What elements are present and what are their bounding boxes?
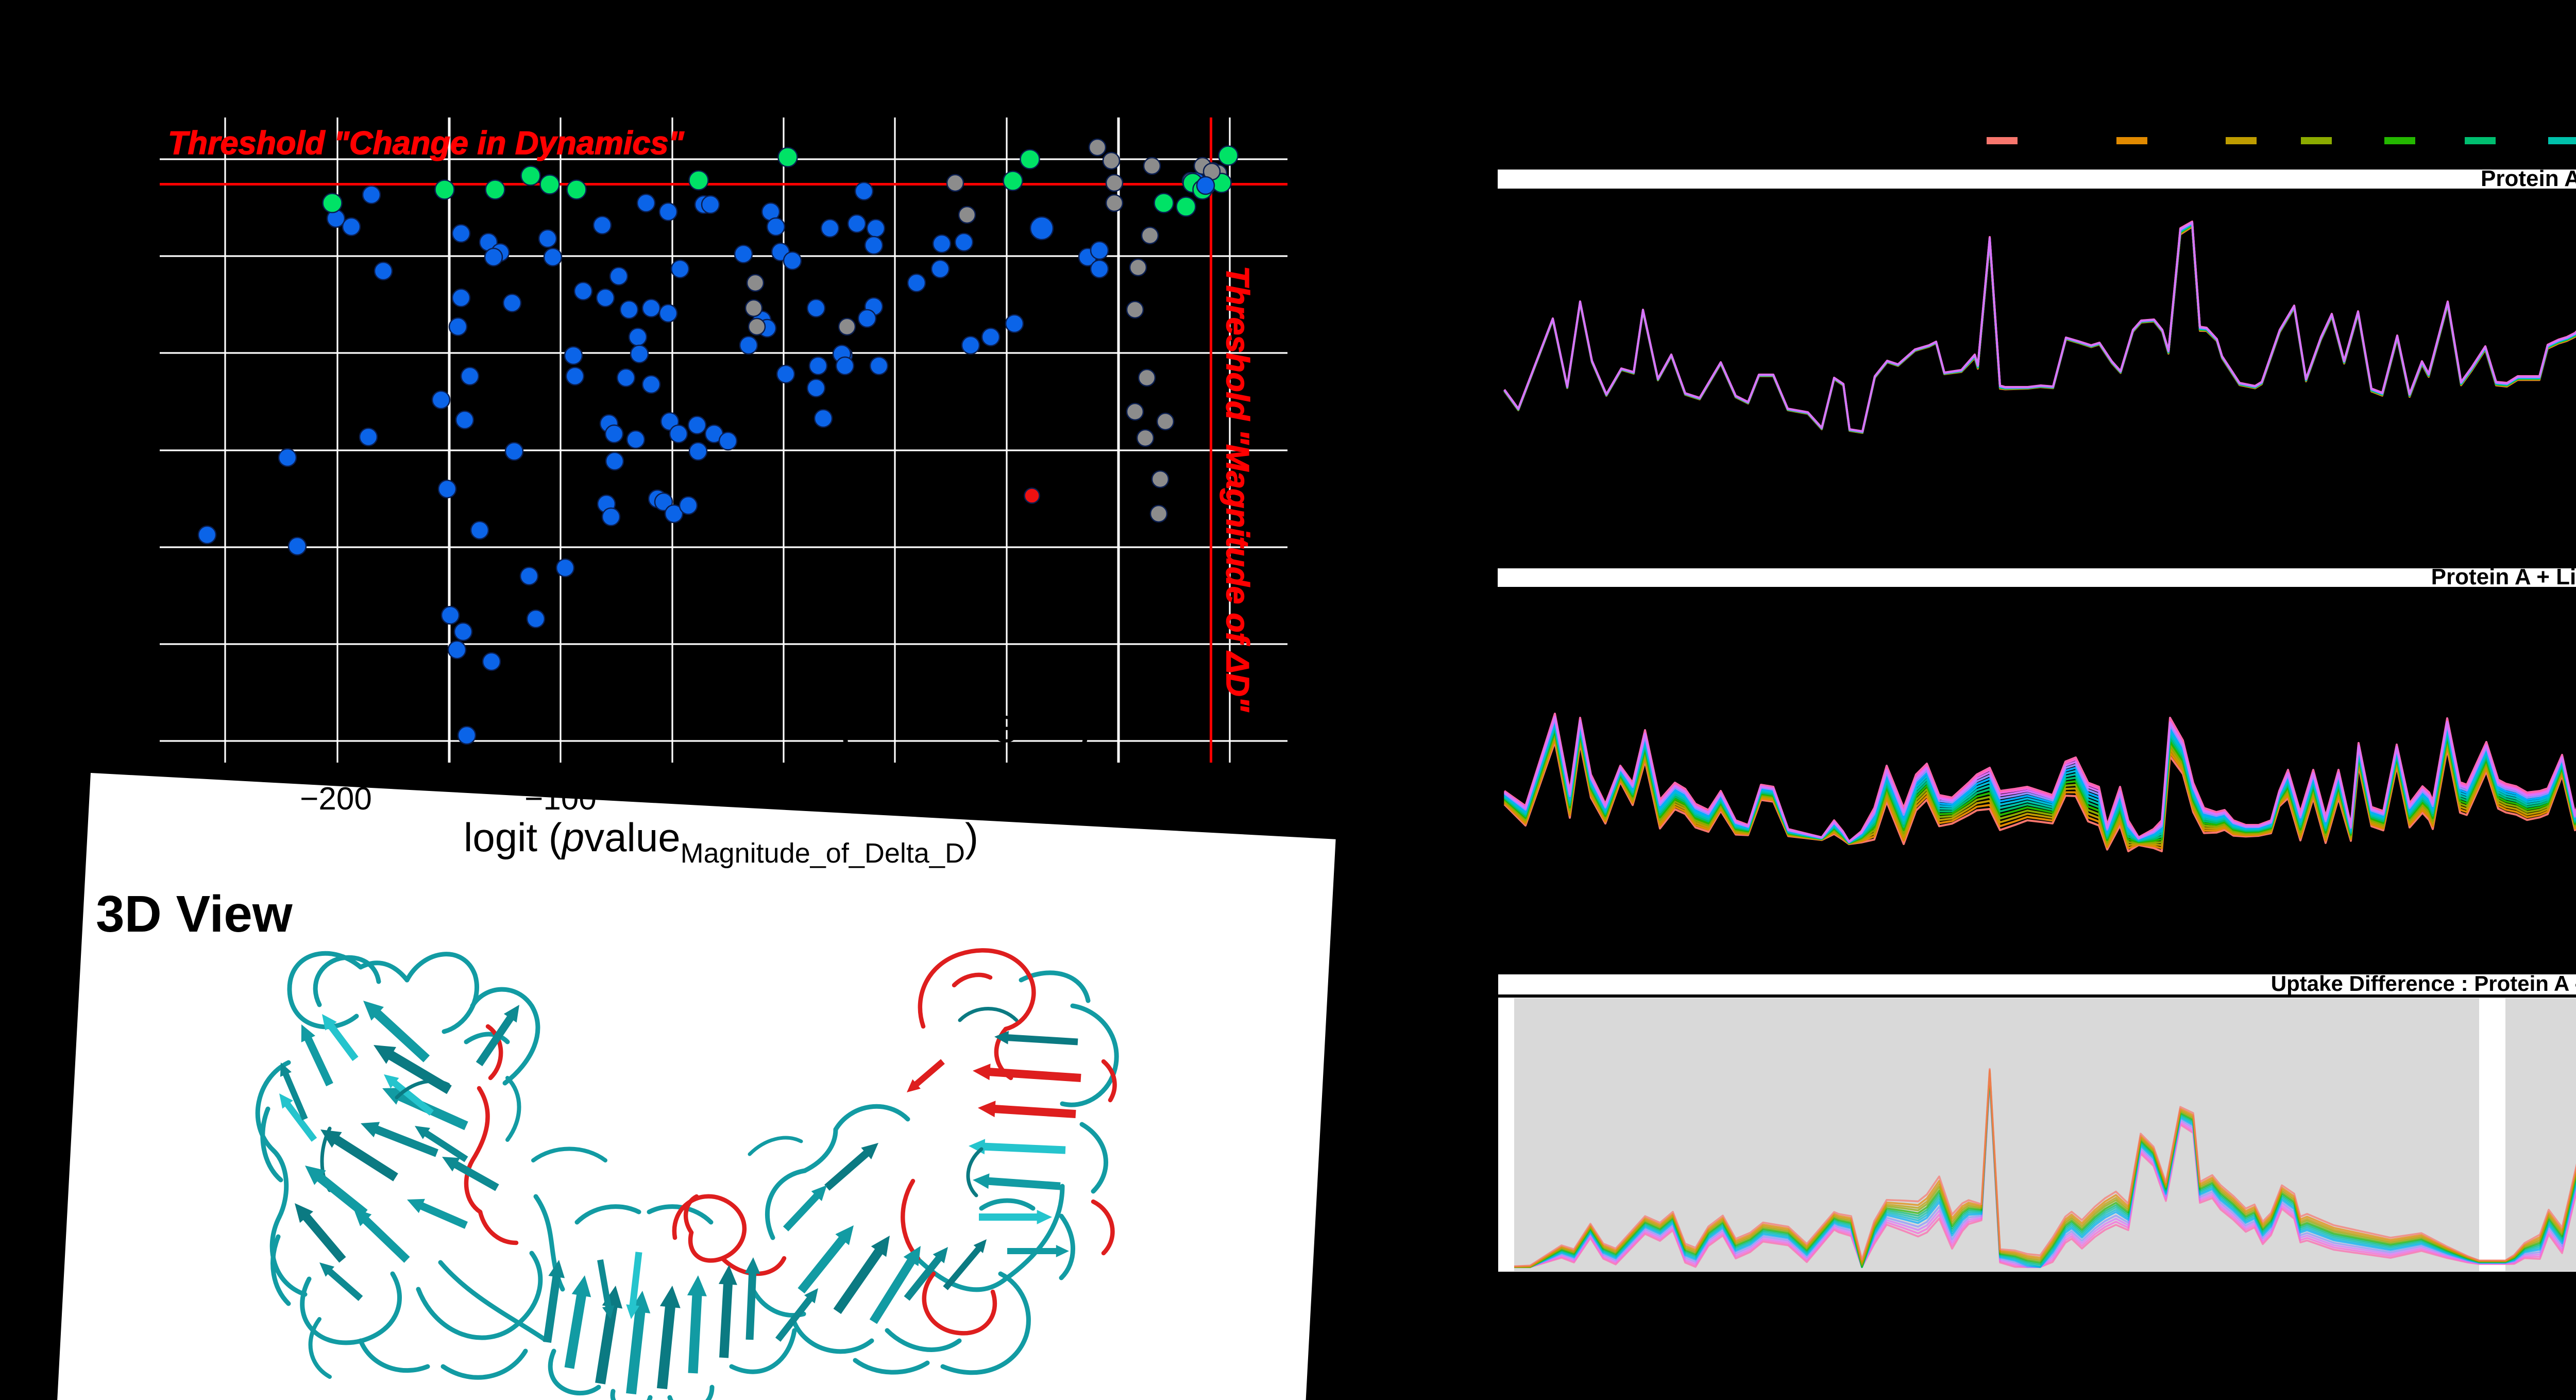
svg-text:): ) — [1074, 698, 1091, 756]
svg-text:Threshold "Magnitude of ΔD": Threshold "Magnitude of ΔD" — [1219, 266, 1255, 713]
svg-text:−200: −200 — [300, 781, 372, 817]
svg-text:Uptake Difference : Protein A: Uptake Difference : Protein A - (Protein… — [2271, 971, 2576, 996]
svg-text:Protein A: Protein A — [2481, 166, 2576, 191]
svg-text:−100: −100 — [524, 781, 597, 817]
svg-text:e: e — [992, 698, 1019, 753]
svg-text:Protein A + Ligand: Protein A + Ligand — [2431, 564, 2576, 589]
svg-text:3D View: 3D View — [96, 885, 293, 943]
svg-text:Threshold "Change in Dynamics": Threshold "Change in Dynamics" — [168, 125, 685, 161]
svg-text:(: ( — [840, 703, 857, 761]
svg-text:logit (pvalueMagnitude_of_Delt: logit (pvalueMagnitude_of_Delta_D) — [464, 815, 978, 869]
